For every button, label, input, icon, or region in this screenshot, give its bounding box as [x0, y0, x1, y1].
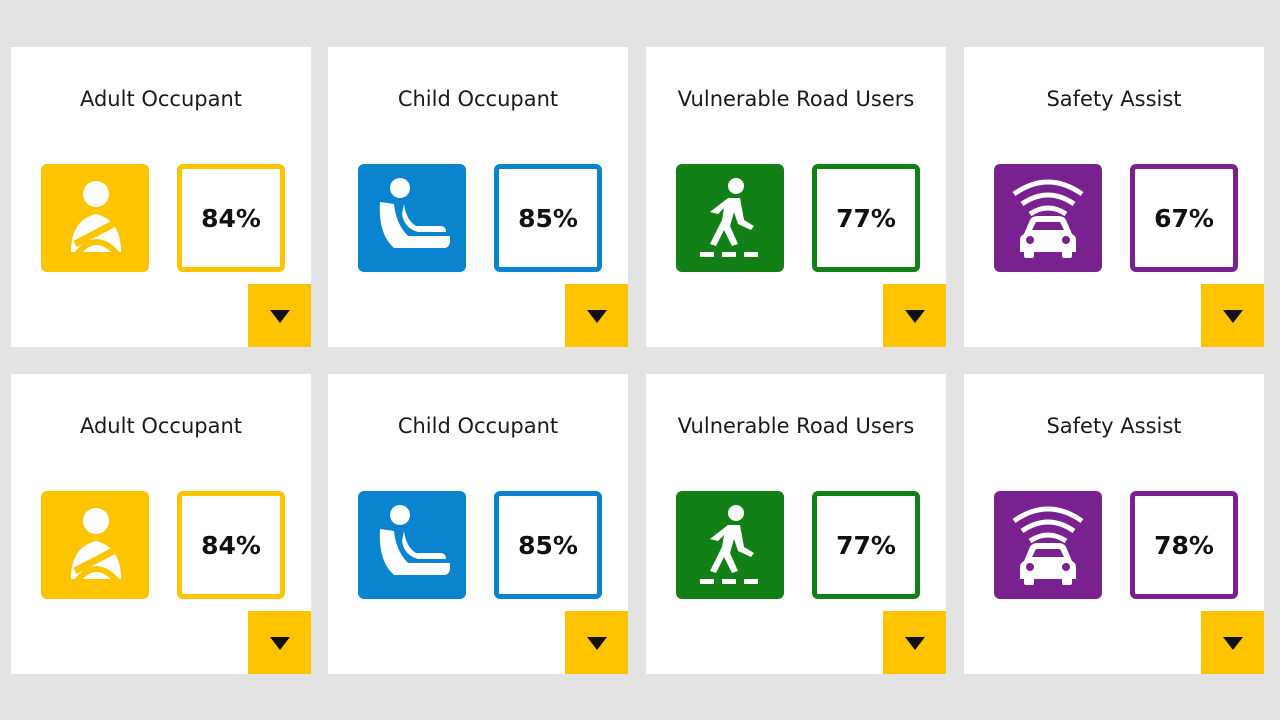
chevron-down-icon: [270, 637, 290, 650]
score-box: 67%: [1130, 164, 1238, 272]
expand-button[interactable]: [883, 611, 946, 674]
pedestrian-crossing-icon: [676, 491, 784, 599]
vulnerable-road-users-card: Vulnerable Road Users 77%: [646, 47, 946, 347]
score-box: 84%: [177, 491, 285, 599]
card-title: Child Occupant: [397, 414, 559, 438]
chevron-down-icon: [1223, 637, 1243, 650]
score-box: 77%: [812, 491, 920, 599]
chevron-down-icon: [587, 310, 607, 323]
car-sensor-icon: [994, 491, 1102, 599]
adult-occupant-card: Adult Occupant 84%: [11, 47, 311, 347]
chevron-down-icon: [905, 310, 925, 323]
card-title: Child Occupant: [397, 87, 559, 111]
card-title: Adult Occupant: [79, 87, 243, 111]
rating-row-2: Adult Occupant 84% Child Occupant 85%: [0, 374, 1280, 674]
card-title: Safety Assist: [1046, 87, 1182, 111]
chevron-down-icon: [587, 637, 607, 650]
expand-button[interactable]: [565, 611, 628, 674]
seatbelt-person-icon: [41, 491, 149, 599]
expand-button[interactable]: [1201, 284, 1264, 347]
safety-assist-card: Safety Assist 78%: [964, 374, 1264, 674]
score-box: 85%: [494, 491, 602, 599]
score-box: 78%: [1130, 491, 1238, 599]
card-title: Adult Occupant: [79, 414, 243, 438]
chevron-down-icon: [905, 637, 925, 650]
child-seat-icon: [358, 164, 466, 272]
child-occupant-card: Child Occupant 85%: [328, 374, 628, 674]
card-title: Vulnerable Road Users: [677, 414, 915, 438]
seatbelt-person-icon: [41, 164, 149, 272]
expand-button[interactable]: [248, 284, 311, 347]
child-seat-icon: [358, 491, 466, 599]
expand-button[interactable]: [565, 284, 628, 347]
expand-button[interactable]: [883, 284, 946, 347]
score-box: 85%: [494, 164, 602, 272]
card-title: Vulnerable Road Users: [677, 87, 915, 111]
expand-button[interactable]: [248, 611, 311, 674]
safety-assist-card: Safety Assist 67%: [964, 47, 1264, 347]
adult-occupant-card: Adult Occupant 84%: [11, 374, 311, 674]
vulnerable-road-users-card: Vulnerable Road Users 77%: [646, 374, 946, 674]
car-sensor-icon: [994, 164, 1102, 272]
rating-row-1: Adult Occupant 84% Child Occupant 85%: [0, 47, 1280, 347]
pedestrian-crossing-icon: [676, 164, 784, 272]
score-box: 77%: [812, 164, 920, 272]
card-title: Safety Assist: [1046, 414, 1182, 438]
expand-button[interactable]: [1201, 611, 1264, 674]
child-occupant-card: Child Occupant 85%: [328, 47, 628, 347]
score-box: 84%: [177, 164, 285, 272]
chevron-down-icon: [1223, 310, 1243, 323]
chevron-down-icon: [270, 310, 290, 323]
